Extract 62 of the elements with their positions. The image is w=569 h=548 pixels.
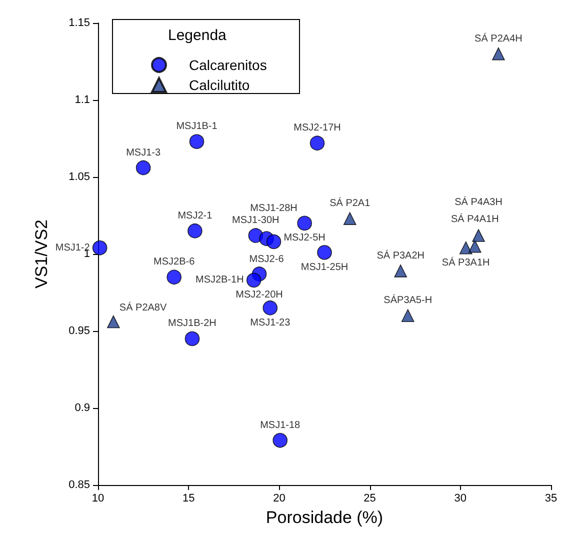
point [136, 160, 151, 176]
point [459, 241, 472, 254]
y-tick-label: 1.15 [68, 17, 90, 29]
legend-title: Legenda [168, 27, 228, 44]
point [246, 272, 262, 288]
point [394, 264, 408, 278]
annotation: MSJ1-25H [300, 262, 348, 273]
point [189, 134, 204, 149]
annotation: MSJ1B-1 [176, 121, 218, 132]
point [188, 224, 202, 238]
point [166, 270, 182, 284]
point [492, 47, 505, 60]
legend-label: Calcilutito [189, 77, 250, 93]
annotation: SÁ P2A8V [119, 301, 167, 314]
annotation: MSJ2B-6 [154, 256, 196, 268]
point [310, 136, 325, 151]
y-axis-title: VS1/VS2 [32, 220, 51, 288]
point [266, 234, 282, 250]
annotation: MSJ1-18 [260, 420, 301, 431]
annotation: MSJ1-23 [250, 317, 291, 328]
y-tick-label: 0.95 [68, 325, 90, 337]
annotation: MSJ2-6 [249, 254, 284, 266]
point [107, 315, 120, 328]
annotation: MSJ1-30H [232, 215, 280, 226]
annotation: MSJ1-3 [126, 147, 161, 158]
legend-label: Calcarenitos [189, 57, 267, 73]
point [317, 245, 332, 260]
annotation: SÁ P4A1H [450, 212, 499, 225]
annotation: SÁ P3A2H [376, 249, 425, 262]
annotation: MSJ2-5H [284, 232, 326, 244]
annotation: SÁ P2A4H [474, 32, 522, 44]
point [262, 300, 278, 316]
annotation: MSJ2-17H [294, 122, 341, 134]
x-tick-label: 15 [182, 492, 195, 504]
point [468, 240, 482, 253]
x-tick-label: 30 [454, 492, 467, 504]
x-axis-title: Porosidade (%) [266, 508, 384, 527]
annotation: SÁ P3A1H [442, 256, 490, 268]
annotation: SÁ P4A3H [454, 196, 502, 208]
point [401, 309, 414, 322]
annotation: SÁ P2A1 [330, 197, 371, 210]
point [272, 432, 288, 448]
annotation: MSJ2-1 [178, 210, 213, 222]
y-tick-label: 1.1 [74, 94, 90, 106]
annotation: MSJ2B-1H [195, 274, 244, 286]
point [343, 212, 356, 225]
point [472, 229, 485, 242]
annotation: MSJ1-28H [250, 203, 298, 214]
x-tick-label: 20 [273, 492, 286, 504]
y-tick-label: 1 [84, 248, 90, 260]
annotation: SÁP3A5-H [384, 294, 432, 306]
x-tick-label: 25 [364, 492, 376, 504]
x-tick-label: 10 [92, 492, 104, 504]
annotation: MSJ1B-2H [168, 318, 216, 330]
y-tick-label: 1.05 [68, 171, 90, 183]
point [92, 240, 108, 256]
y-tick-label: 0.85 [68, 479, 90, 491]
annotation: MSJ2-20H [236, 290, 283, 301]
point [184, 331, 200, 346]
y-tick-label: 0.9 [74, 402, 90, 414]
point [297, 216, 312, 231]
x-tick-label: 35 [544, 492, 558, 504]
